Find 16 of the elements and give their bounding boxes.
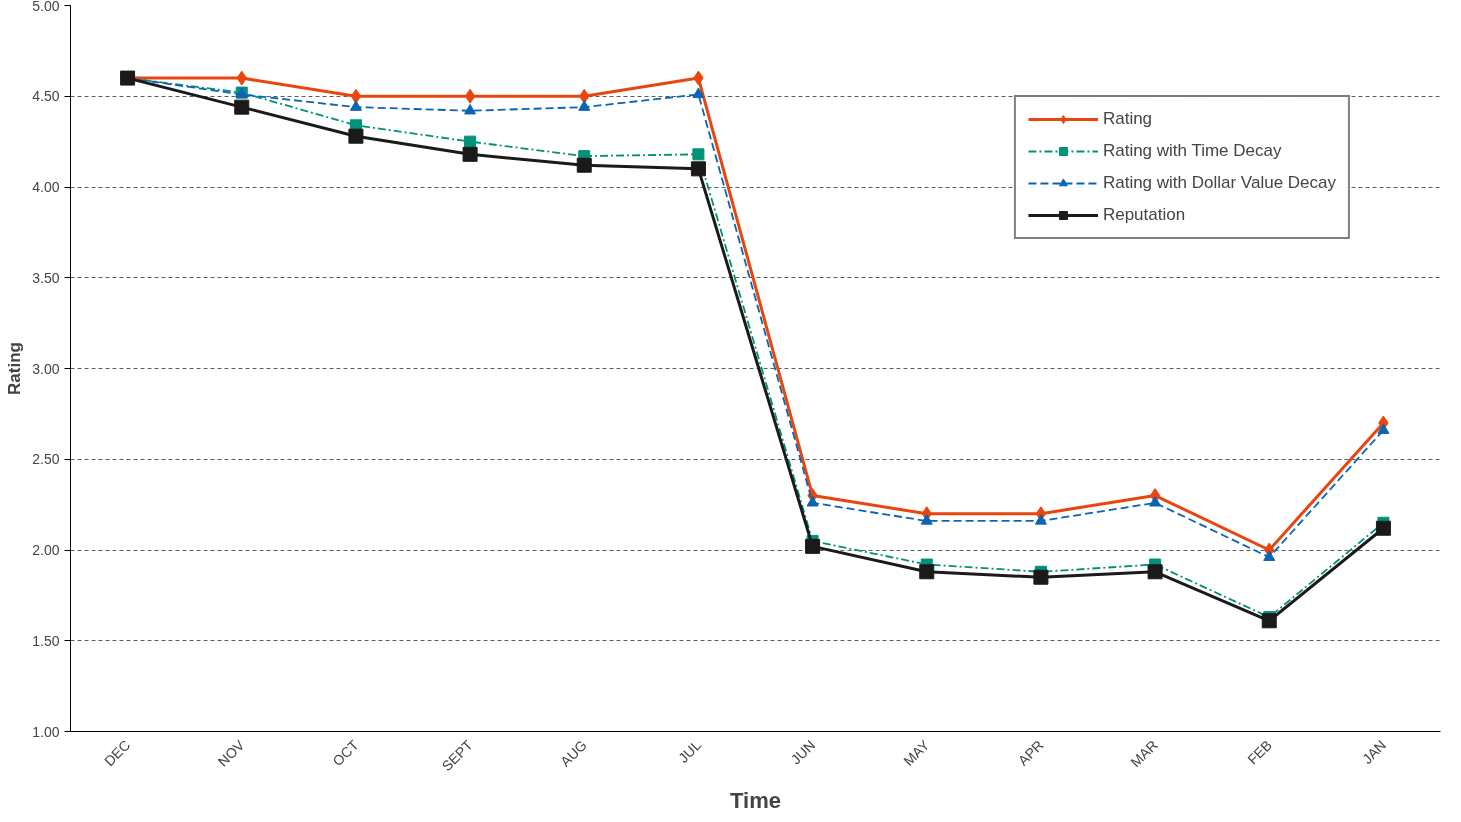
y-tick-label: 3.50 [32, 269, 60, 286]
legend-label: Rating [1102, 109, 1153, 129]
legend-label: Reputation [1102, 205, 1186, 225]
x-tick-label: JUL [675, 736, 705, 766]
y-tick-label: 4.00 [32, 179, 60, 195]
y-tick-label: 2.50 [32, 451, 60, 468]
y-axis-title: Rating [5, 342, 25, 395]
legend-label: Rating with Time Decay [1102, 141, 1282, 161]
legend-label: Rating with Dollar Value Decay [1102, 173, 1336, 193]
y-tick-label: 3.00 [32, 360, 60, 377]
y-tick-label: 4.50 [32, 88, 60, 105]
y-tick-label: 1.00 [32, 723, 60, 740]
y-tick-label: 1.50 [32, 632, 60, 649]
x-axis-title: Time [730, 787, 781, 813]
y-tick-label: 5.00 [32, 0, 60, 14]
y-tick-label: 2.00 [32, 542, 60, 558]
